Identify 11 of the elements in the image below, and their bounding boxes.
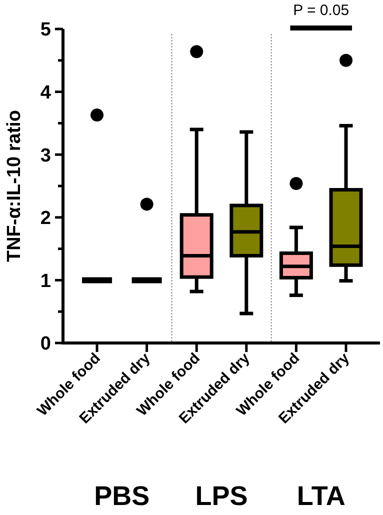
text: PBS bbox=[94, 481, 150, 511]
y-tick-label: 4 bbox=[40, 82, 52, 104]
y-tick-label: 1 bbox=[40, 270, 52, 292]
text: P = 0.05 bbox=[293, 2, 350, 19]
y-tick-label: 0 bbox=[40, 334, 51, 355]
y-tick-label: 2 bbox=[40, 208, 51, 230]
text: LPS bbox=[195, 481, 248, 511]
y-tick-label: 5 bbox=[40, 20, 52, 41]
y-axis-title: TNF-α:IL-10 ratio bbox=[4, 110, 25, 262]
y-tick-label: 3 bbox=[40, 145, 51, 166]
text: LTA bbox=[296, 481, 346, 511]
